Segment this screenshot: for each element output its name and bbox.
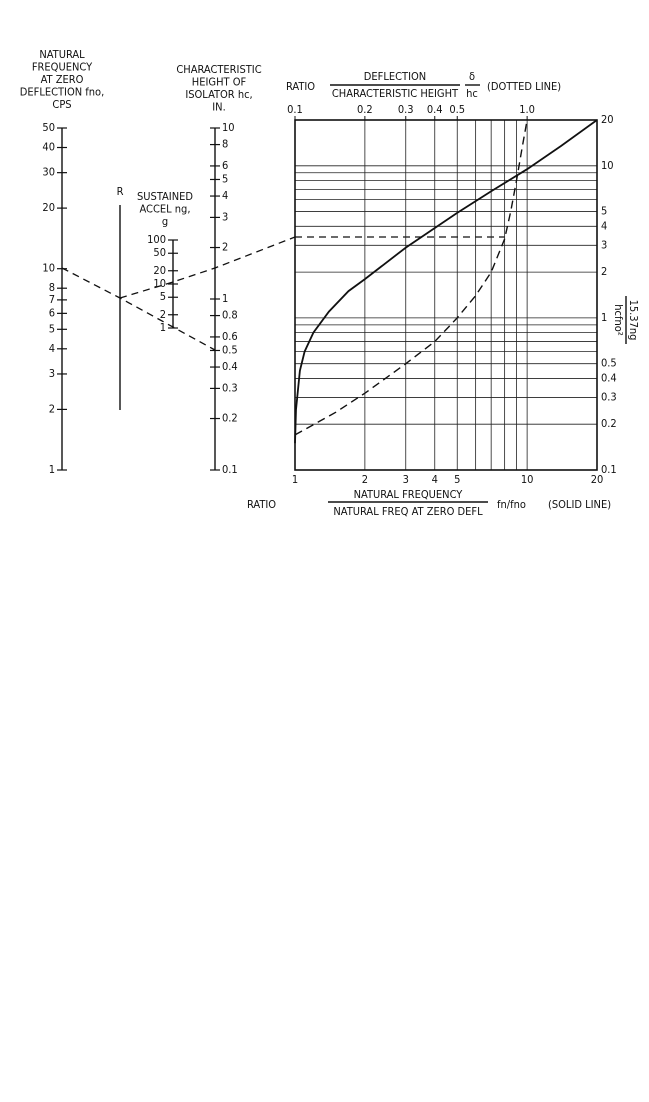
scale-tick-label: 3: [49, 367, 55, 380]
scale-title: ISOLATOR hc,: [185, 88, 252, 101]
x-tick-label: 1: [292, 473, 298, 486]
scale-tick-label: 0.1: [222, 463, 238, 476]
x-label-numerator: NATURAL FREQUENCY: [354, 488, 464, 501]
scale-title: CPS: [52, 98, 71, 111]
scale-tick-label: 10: [222, 121, 235, 134]
scale-tick-label: 0.4: [222, 360, 238, 373]
scale-tick-label: 20: [153, 264, 166, 277]
scale-tick-label: 0.8: [222, 309, 238, 322]
x-tick-label: 2: [362, 473, 368, 486]
y-tick-label: 0.2: [601, 417, 617, 430]
scale-tick-label: 0.2: [222, 412, 238, 425]
connector-line: [119, 236, 296, 299]
scale-tick-label: 100: [147, 233, 166, 246]
x2-symbol-numerator: δ: [469, 70, 475, 83]
y-label-numerator: 15.37ng: [627, 300, 640, 341]
x-tick-label: 20: [591, 473, 604, 486]
plot-frame: [294, 119, 598, 471]
y-tick-label: 10: [601, 159, 614, 172]
scale-tick-label: 1: [160, 321, 166, 334]
scale-tick-label: 2: [160, 308, 166, 321]
y-tick-label: 0.4: [601, 371, 617, 384]
y-tick-label: 0.1: [601, 463, 617, 476]
y-tick-label: 20: [601, 113, 614, 126]
scale-tick-label: 0.6: [222, 330, 238, 343]
scale-tick-label: 5: [160, 290, 166, 303]
x2-tick-label: 0.5: [449, 103, 465, 116]
r-label: R: [117, 185, 124, 198]
data-line: [294, 119, 528, 436]
scale-title: ACCEL ng,: [139, 203, 190, 216]
scale-tick-label: 50: [42, 121, 55, 134]
x2-tick-label: 1.0: [519, 103, 535, 116]
scale-tick-label: 2: [222, 241, 228, 254]
scale-tick-label: 50: [153, 246, 166, 259]
x2-tick-label: 0.4: [427, 103, 443, 116]
scale-tick-label: 10: [42, 262, 55, 275]
scale-tick-label: 5: [222, 172, 228, 185]
x2-symbol-denominator: hc: [466, 87, 478, 100]
scale-tick-label: 0.5: [222, 343, 238, 356]
scale-tick-label: 4: [222, 189, 228, 202]
y-tick-label: 3: [601, 238, 607, 251]
x2-label-prefix: RATIO: [286, 80, 315, 93]
scale-tick-label: 30: [42, 166, 55, 179]
x2-tick-label: 0.1: [287, 103, 303, 116]
scale-tick-label: 0.3: [222, 381, 238, 394]
x-tick-label: 4: [432, 473, 438, 486]
y-tick-label: 0.5: [601, 357, 617, 370]
x2-tick-label: 0.3: [398, 103, 414, 116]
scale-tick-label: 20: [42, 201, 55, 214]
y-tick-label: 2: [601, 265, 607, 278]
y-label: 15.37ng hcfno²: [612, 296, 640, 344]
x-tick-label: 10: [521, 473, 534, 486]
scale-tick-label: 2: [49, 402, 55, 415]
x2-label-note: (DOTTED LINE): [487, 80, 561, 93]
x2-label-numerator: DEFLECTION: [364, 70, 426, 83]
scale-tick-label: 40: [42, 141, 55, 154]
scale-tick-label: 6: [222, 159, 228, 172]
y-label-denominator: hcfno²: [612, 304, 625, 336]
scale-title: HEIGHT OF: [192, 76, 247, 89]
scale-title: DEFLECTION fno,: [20, 86, 104, 99]
x-label-denominator: NATURAL FREQ AT ZERO DEFL: [333, 505, 483, 518]
scale-tick-label: 8: [222, 138, 228, 151]
x-label-note: (SOLID LINE): [548, 498, 611, 511]
y-tick-label: 4: [601, 219, 607, 232]
scale-tick-label: 4: [49, 342, 55, 355]
scale-title: CHARACTERISTIC: [176, 63, 261, 76]
scale-tick-label: 10: [153, 277, 166, 290]
scale-tick-label: 5: [49, 322, 55, 335]
y-tick-label: 5: [601, 205, 607, 218]
scale-title: NATURAL: [39, 48, 85, 61]
scale-title: SUSTAINED: [137, 190, 193, 203]
y-tick-label: 0.3: [601, 390, 617, 403]
scale-tick-label: 1: [49, 463, 55, 476]
scale-title: IN.: [212, 101, 225, 114]
scale-title: g: [162, 215, 168, 228]
scale-title: FREQUENCY: [32, 61, 93, 74]
data-line: [294, 119, 598, 444]
x-label-symbol: fn/fno: [497, 498, 526, 511]
scale-tick-label: 3: [222, 210, 228, 223]
x2-tick-label: 0.2: [357, 103, 373, 116]
x-tick-label: 5: [454, 473, 460, 486]
x-tick-label: 3: [403, 473, 409, 486]
scale-tick-label: 7: [49, 293, 55, 306]
scale-tick-label: 6: [49, 306, 55, 319]
scale-tick-label: 8: [49, 281, 55, 294]
y-tick-label: 1: [601, 311, 607, 324]
scale-tick-label: 1: [222, 292, 228, 305]
x-label-prefix: RATIO: [247, 498, 276, 511]
scale-title: AT ZERO: [41, 73, 84, 86]
x2-label-denominator: CHARACTERISTIC HEIGHT: [332, 87, 459, 100]
